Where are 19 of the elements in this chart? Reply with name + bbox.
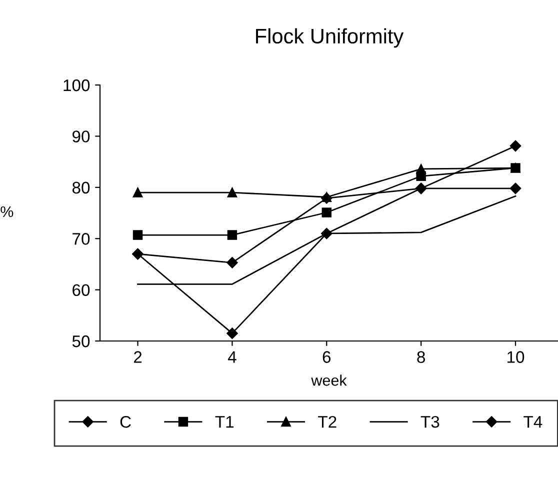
legend-label: C: [120, 416, 131, 428]
y-tick-label: 80: [72, 182, 90, 194]
y-tick-label: 70: [72, 233, 90, 245]
x-tick-label: 8: [417, 351, 425, 363]
x-tick-label: 10: [508, 351, 524, 363]
x-axis-title: week: [311, 374, 347, 386]
y-tick-label: 100: [64, 79, 90, 92]
legend-label: T4: [524, 416, 542, 428]
y-tick-label: 60: [72, 284, 90, 296]
x-tick-label: 2: [134, 351, 142, 363]
legend-label: T1: [215, 416, 234, 428]
y-tick-label: 50: [72, 335, 90, 348]
x-tick-label: 4: [228, 351, 236, 363]
x-tick-label: 6: [322, 351, 331, 363]
legend-label: T2: [318, 416, 336, 428]
legend-label: T3: [420, 416, 440, 428]
y-tick-label: 90: [72, 130, 90, 142]
chart-title: Flock Uniformity: [256, 28, 404, 48]
y-axis-title: %: [0, 206, 14, 218]
